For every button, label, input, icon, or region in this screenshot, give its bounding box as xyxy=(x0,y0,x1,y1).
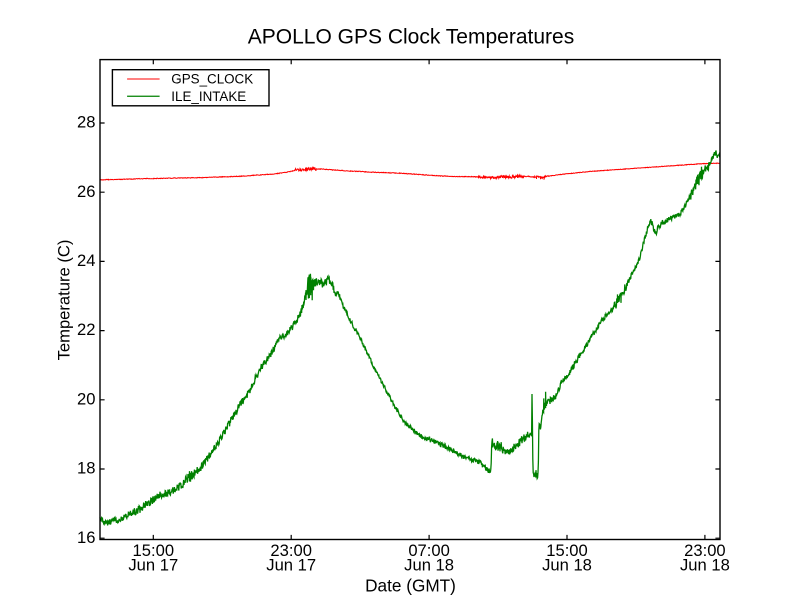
svg-text:07:00: 07:00 xyxy=(408,541,450,560)
svg-text:23:00: 23:00 xyxy=(684,541,726,560)
svg-text:Jun 18: Jun 18 xyxy=(542,555,592,574)
svg-text:23:00: 23:00 xyxy=(270,541,312,560)
svg-text:18: 18 xyxy=(77,459,95,478)
svg-text:22: 22 xyxy=(77,320,95,339)
svg-text:20: 20 xyxy=(77,389,95,408)
svg-text:APOLLO GPS Clock Temperatures: APOLLO GPS Clock Temperatures xyxy=(248,26,574,49)
svg-text:26: 26 xyxy=(77,182,95,201)
svg-text:Temperature (C): Temperature (C) xyxy=(55,240,74,361)
svg-text:Jun 18: Jun 18 xyxy=(680,555,730,574)
svg-text:ILE_INTAKE: ILE_INTAKE xyxy=(171,89,246,104)
svg-text:15:00: 15:00 xyxy=(133,541,175,560)
svg-text:GPS_CLOCK: GPS_CLOCK xyxy=(171,72,253,87)
svg-text:Jun 17: Jun 17 xyxy=(128,555,178,574)
svg-text:Date (GMT): Date (GMT) xyxy=(365,576,456,596)
svg-text:28: 28 xyxy=(77,113,95,132)
svg-text:15:00: 15:00 xyxy=(546,541,588,560)
svg-text:Jun 17: Jun 17 xyxy=(266,555,316,574)
svg-text:24: 24 xyxy=(77,251,95,270)
svg-text:Jun 18: Jun 18 xyxy=(404,555,454,574)
svg-text:16: 16 xyxy=(77,528,95,547)
